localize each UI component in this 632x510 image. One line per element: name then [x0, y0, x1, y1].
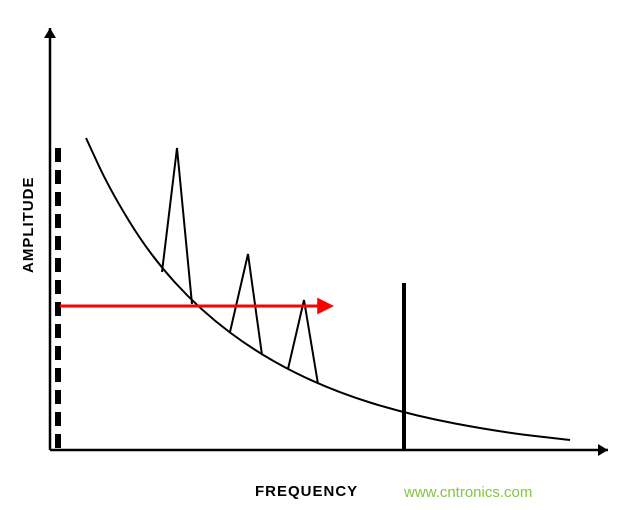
- y-axis-arrowhead-icon: [44, 28, 56, 38]
- y-axis-label: AMPLITUDE: [20, 177, 37, 274]
- chart-root: FREQUENCY AMPLITUDE www.cntronics.com: [0, 0, 632, 510]
- chart-svg: [0, 0, 632, 510]
- x-axis-arrowhead-icon: [598, 444, 608, 456]
- x-axis-label: FREQUENCY: [255, 483, 358, 500]
- decay-curve: [86, 138, 570, 440]
- harmonic-spike-1: [162, 148, 192, 304]
- shift-arrowhead-icon: [317, 298, 334, 315]
- watermark-text: www.cntronics.com: [404, 484, 532, 501]
